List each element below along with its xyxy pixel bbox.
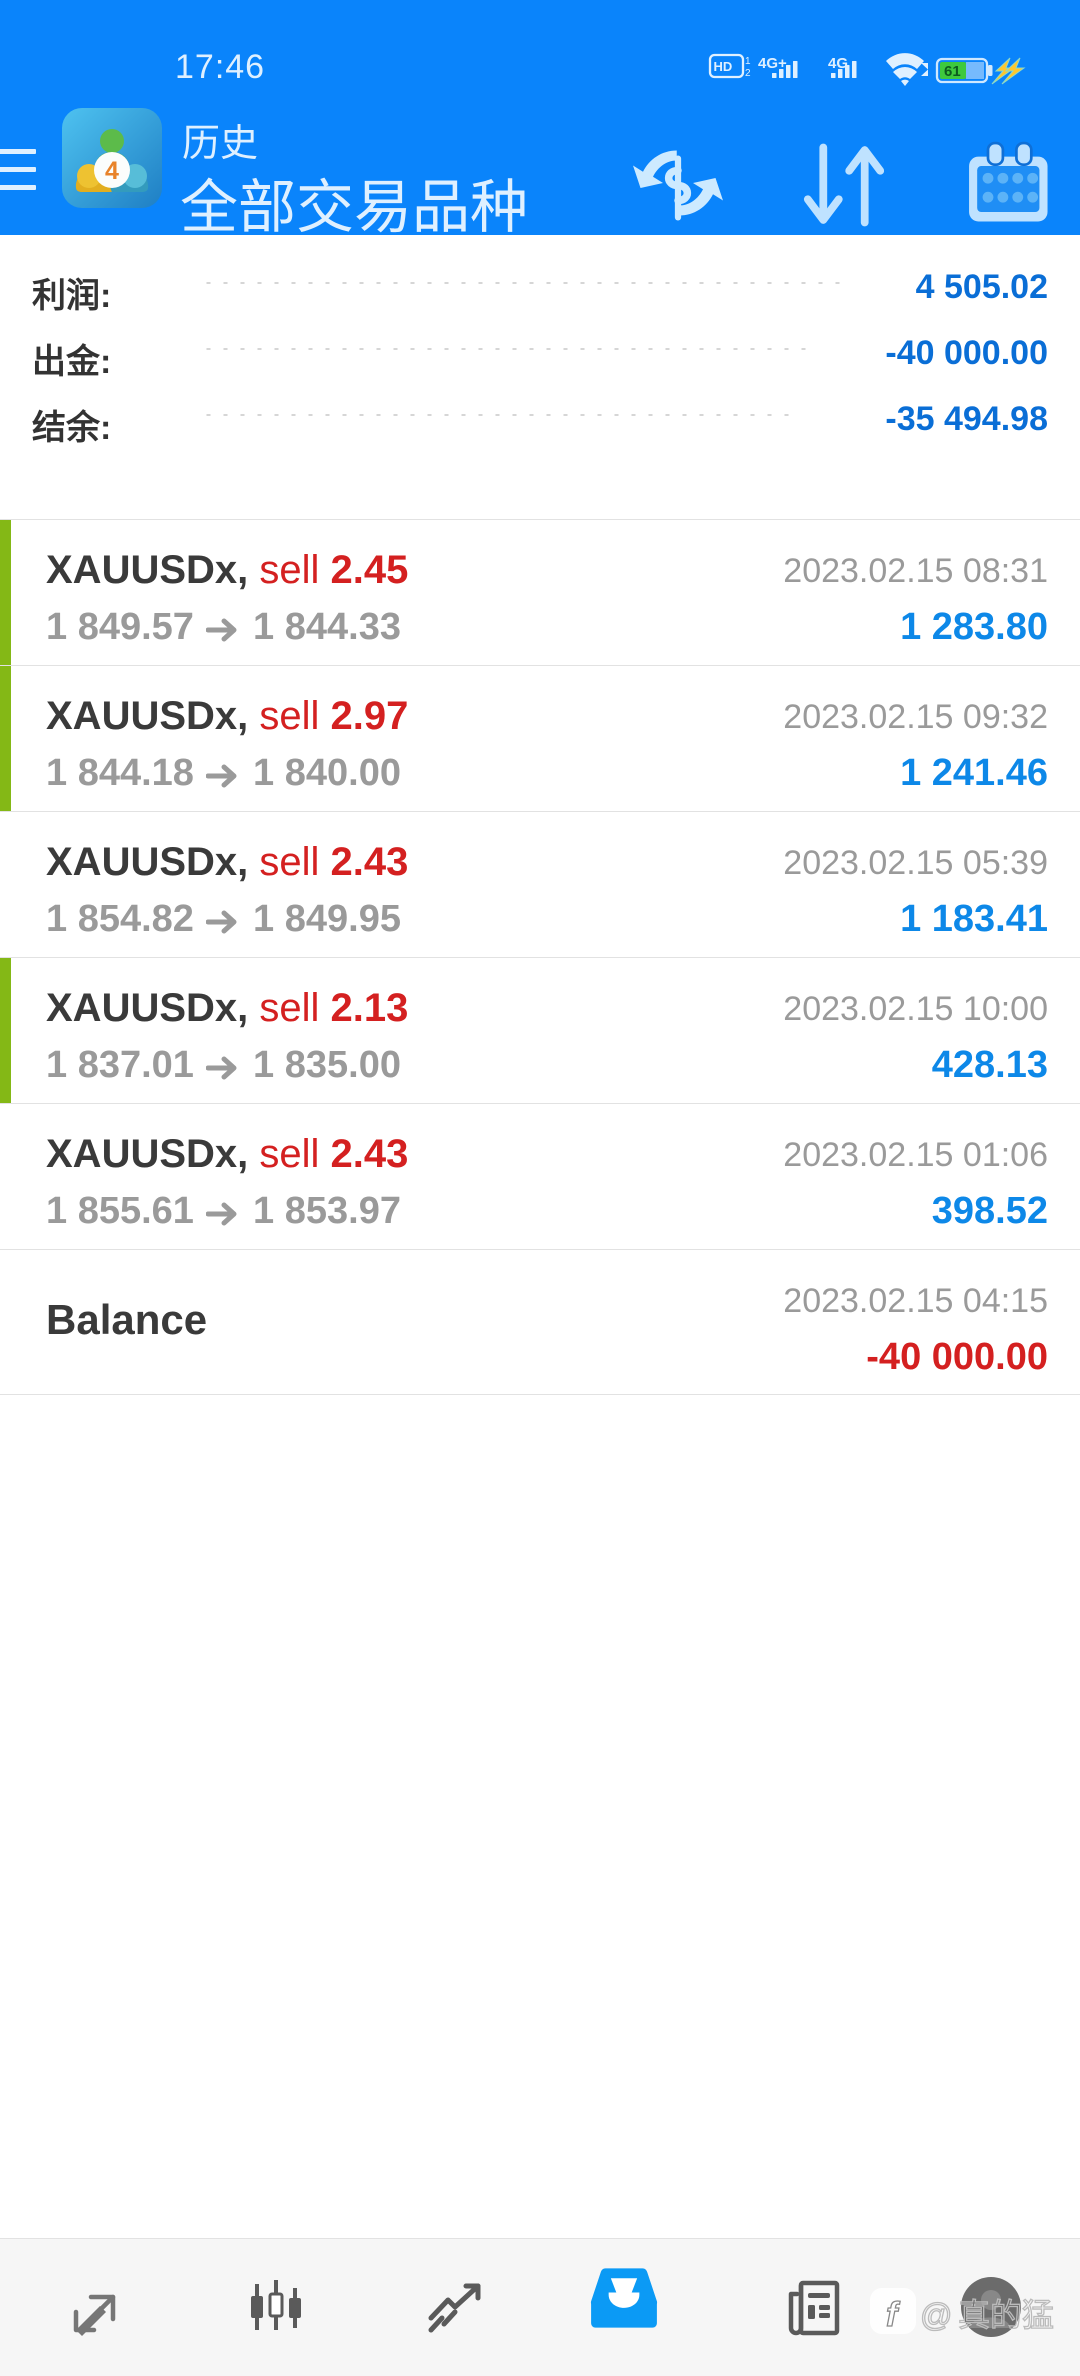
- svg-text:真的猛: 真的猛: [958, 2297, 1054, 2333]
- svg-text:61: 61: [944, 63, 961, 80]
- svg-text:1: 1: [745, 56, 751, 67]
- svg-text:HD: HD: [714, 59, 733, 74]
- svg-text:4: 4: [105, 157, 119, 185]
- svg-text:@: @: [920, 2297, 952, 2333]
- svg-text:2: 2: [745, 68, 751, 79]
